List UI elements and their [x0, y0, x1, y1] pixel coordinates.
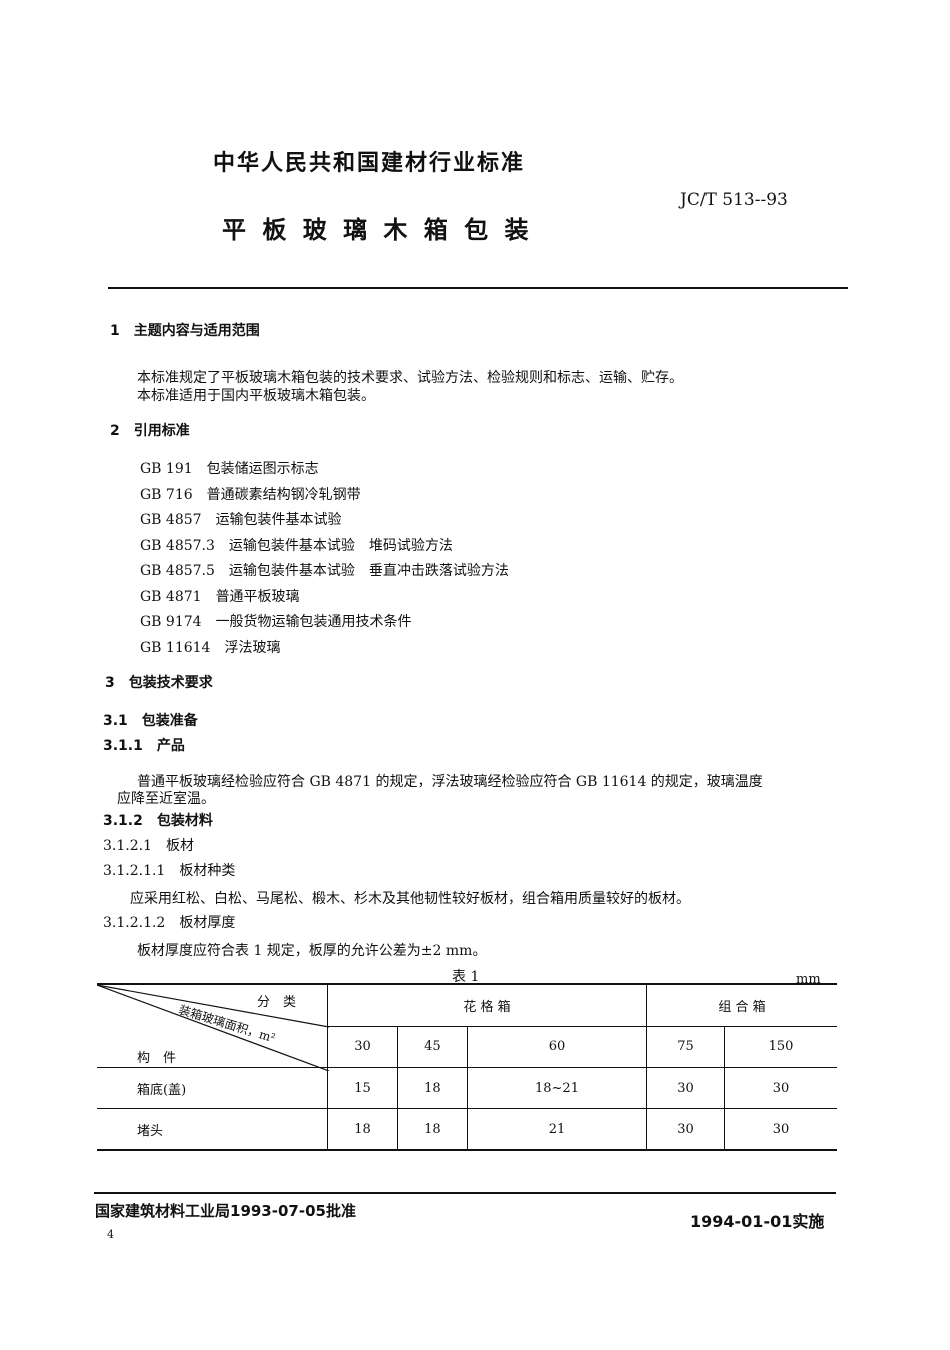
reference-code: GB 9174 [140, 614, 202, 630]
group-header: 组 合 箱 [646, 983, 837, 1027]
reference-item: GB 11614 浮法玻璃 [140, 637, 280, 657]
reference-name: 运输包装件基本试验 堆码试验方法 [228, 537, 453, 554]
table-row: 箱底(盖) 15 18 18~21 30 30 [97, 1067, 837, 1109]
paragraph: 应采用红松、白松、马尾松、椴木、杉木及其他韧性较好板材，组合箱用质量较好的板材。 [130, 891, 690, 907]
reference-item: GB 716 普通碳素结构钢冷轧钢带 [140, 484, 361, 504]
cell: 18 [327, 1108, 398, 1151]
org-title: 中华人民共和国建材行业标准 [213, 151, 526, 176]
section-2-heading: 2 引用标准 [110, 423, 190, 439]
paragraph: 应降至近室温。 [117, 791, 215, 807]
cell: 30 [724, 1108, 837, 1151]
data-table: 分 类 装箱玻璃面积，m² 构 件 花 格 箱 组 合 箱 30 45 60 7… [97, 983, 837, 1151]
area-cell: 30 [327, 1025, 398, 1068]
divider [108, 287, 848, 289]
area-cell: 75 [646, 1025, 725, 1068]
area-cell: 45 [396, 1025, 468, 1068]
area-cell: 60 [466, 1025, 648, 1068]
reference-code: GB 191 [140, 461, 193, 477]
standard-number: JC/T 513--93 [680, 190, 788, 210]
diag-bottom-label: 构 件 [137, 1051, 177, 1066]
reference-name: 普通碳素结构钢冷轧钢带 [206, 486, 361, 503]
section-3-heading: 3 包装技术要求 [105, 675, 213, 691]
reference-name: 运输包装件基本试验 [215, 512, 342, 528]
section-1-heading: 1 主题内容与适用范围 [110, 323, 260, 339]
cell: 30 [646, 1067, 725, 1109]
heading-3-1-2: 3.1.2 包装材料 [103, 813, 213, 829]
reference-code: GB 4871 [140, 588, 202, 605]
cell: 30 [646, 1108, 725, 1151]
paragraph: 本标准适用于国内平板玻璃木箱包装。 [137, 388, 375, 404]
footer-divider [94, 1192, 836, 1194]
reference-name: 包装储运图示标志 [206, 461, 319, 477]
page-number: 4 [107, 1228, 114, 1241]
row-label: 箱底(盖) [97, 1067, 328, 1109]
reference-item: GB 4871 普通平板玻璃 [140, 586, 300, 606]
heading-3-1-1: 3.1.1 产品 [103, 738, 185, 754]
approval-text: 国家建筑材料工业局1993-07-05批准 [95, 1202, 356, 1220]
cell: 18 [396, 1108, 468, 1151]
reference-name: 普通平板玻璃 [215, 588, 300, 605]
reference-item: GB 4857.5 运输包装件基本试验 垂直冲击跌落试验方法 [140, 560, 509, 580]
cell: 21 [466, 1108, 648, 1151]
reference-code: GB 4857.5 [140, 563, 215, 579]
reference-code: GB 11614 [140, 639, 211, 656]
reference-name: 浮法玻璃 [224, 639, 281, 656]
heading-3-1-2-1-2: 3.1.2.1.2 板材厚度 [103, 915, 236, 931]
heading-3-1-2-1: 3.1.2.1 板材 [103, 838, 194, 854]
diagonal-lines [97, 985, 329, 1071]
reference-code: GB 4857.3 [140, 537, 215, 554]
reference-name: 一般货物运输包装通用技术条件 [215, 614, 412, 630]
heading-3-1-2-1-1: 3.1.2.1.1 板材种类 [103, 863, 236, 879]
effective-date: 1994-01-01实施 [690, 1212, 825, 1231]
cell: 18~21 [466, 1067, 648, 1109]
diagonal-header-cell: 分 类 装箱玻璃面积，m² 构 件 [97, 983, 329, 1071]
diag-top-label: 分 类 [257, 995, 297, 1010]
reference-item: GB 4857.3 运输包装件基本试验 堆码试验方法 [140, 535, 453, 555]
heading-3-1: 3.1 包装准备 [103, 713, 198, 729]
table-row: 堵头 18 18 21 30 30 [97, 1108, 837, 1151]
reference-name: 运输包装件基本试验 垂直冲击跌落试验方法 [228, 563, 509, 579]
cell: 30 [724, 1067, 837, 1109]
reference-item: GB 191 包装储运图示标志 [140, 458, 319, 478]
paragraph: 普通平板玻璃经检验应符合 GB 4871 的规定，浮法玻璃经检验应符合 GB 1… [137, 774, 763, 790]
doc-title: 平 板 玻 璃 木 箱 包 装 [222, 216, 533, 244]
paragraph: 本标准规定了平板玻璃木箱包装的技术要求、试验方法、检验规则和标志、运输、贮存。 [137, 370, 683, 386]
reference-code: GB 4857 [140, 512, 202, 528]
row-label: 堵头 [97, 1108, 328, 1151]
group-header: 花 格 箱 [326, 983, 648, 1027]
table-caption: 表 1 [452, 969, 480, 985]
reference-code: GB 716 [140, 486, 193, 503]
cell: 15 [327, 1067, 398, 1109]
paragraph: 板材厚度应符合表 1 规定，板厚的允许公差为±2 mm。 [137, 943, 487, 959]
reference-item: GB 4857 运输包装件基本试验 [140, 509, 342, 529]
reference-item: GB 9174 一般货物运输包装通用技术条件 [140, 611, 412, 631]
cell: 18 [396, 1067, 468, 1109]
area-cell: 150 [724, 1025, 837, 1068]
